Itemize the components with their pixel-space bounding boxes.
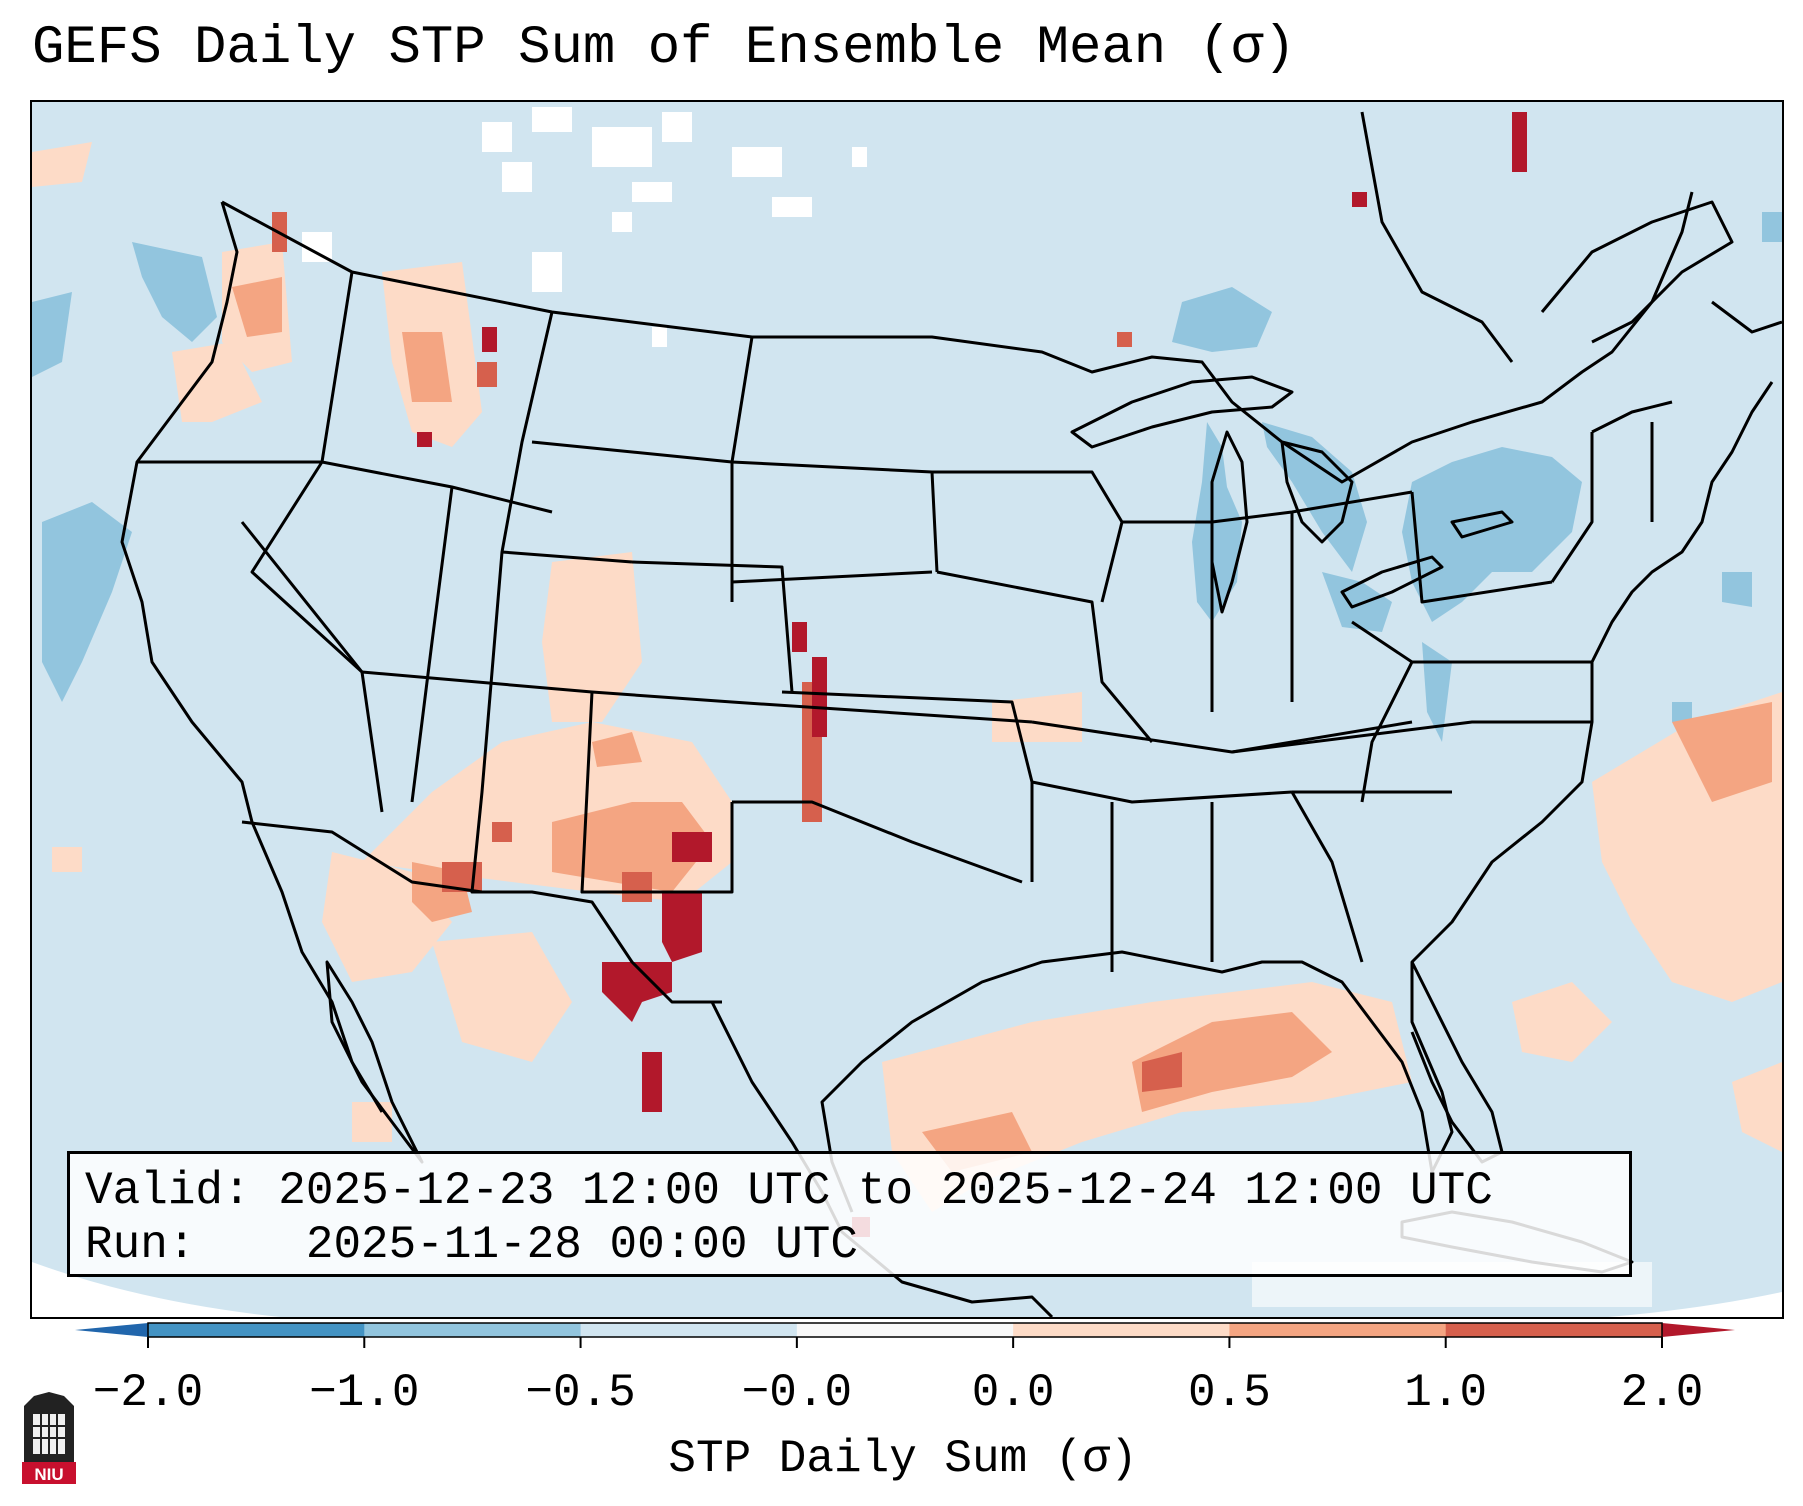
negative-anomaly-cells [32, 212, 1782, 742]
lake-erie [1340, 555, 1444, 609]
niu-logo: NIU [22, 1392, 76, 1484]
colorbar-bin [1229, 1323, 1447, 1337]
colorbar-tick-label: −0.5 [525, 1367, 636, 1419]
extreme-positive-cells [417, 112, 1527, 1237]
colorbar-outline [147, 1322, 1663, 1338]
valid-time-range: 2025-12-23 12:00 UTC to 2025-12-24 12:00… [278, 1165, 1493, 1217]
pacific-coastline [120, 201, 384, 1113]
valid-run-info-box: Valid: 2025-12-23 12:00 UTC to 2025-12-2… [67, 1151, 1632, 1277]
colorbar-bin [580, 1323, 798, 1337]
run-label: Run: [85, 1219, 196, 1271]
boundaries [120, 111, 1782, 1317]
map-canvas[interactable] [32, 102, 1782, 1317]
lake-ontario [1450, 510, 1514, 539]
colorbar-tick-label: 0.5 [1188, 1367, 1271, 1419]
colorbar [75, 1322, 1735, 1348]
run-time: 2025-11-28 00:00 UTC [305, 1219, 858, 1271]
colorbar-tick-label: 1.0 [1404, 1367, 1488, 1419]
colorbar-over-extension [1662, 1323, 1735, 1337]
map-title: GEFS Daily STP Sum of Ensemble Mean (σ) [32, 18, 1296, 79]
lake-huron [1280, 440, 1354, 544]
colorbar-bin [1013, 1323, 1230, 1337]
colorbar-label: STP Daily Sum (σ) [668, 1433, 1138, 1485]
colorbar-tick-label: 2.0 [1620, 1367, 1704, 1419]
colorbar-bin [796, 1323, 1014, 1337]
colorbar-tick-label: −2.0 [92, 1367, 204, 1419]
colorbar-bin [364, 1323, 582, 1337]
colorbar-tick-label: −0.0 [741, 1367, 853, 1419]
valid-label: Valid: [85, 1165, 251, 1217]
canadian-coastline [1360, 111, 1514, 363]
lake-michigan [1210, 430, 1249, 614]
atlantic-coastline [1410, 381, 1774, 1173]
colorbar-bin [148, 1323, 365, 1337]
logo-text: NIU [34, 1465, 63, 1484]
map-frame[interactable] [30, 100, 1784, 1319]
run-line: Run: 2025-11-28 00:00 UTC [85, 1222, 858, 1268]
valid-line: Valid: 2025-12-23 12:00 UTC to 2025-12-2… [85, 1168, 1493, 1214]
colorbar-tick-label: 0.0 [971, 1367, 1055, 1419]
colorbar-under-extension [75, 1323, 148, 1337]
canada-us-border [221, 191, 1694, 484]
colorbar-tick-label: −1.0 [309, 1367, 420, 1419]
lake-superior [1070, 375, 1294, 449]
gulf-coastline [820, 950, 1434, 1213]
colorbar-bin [1445, 1323, 1663, 1337]
